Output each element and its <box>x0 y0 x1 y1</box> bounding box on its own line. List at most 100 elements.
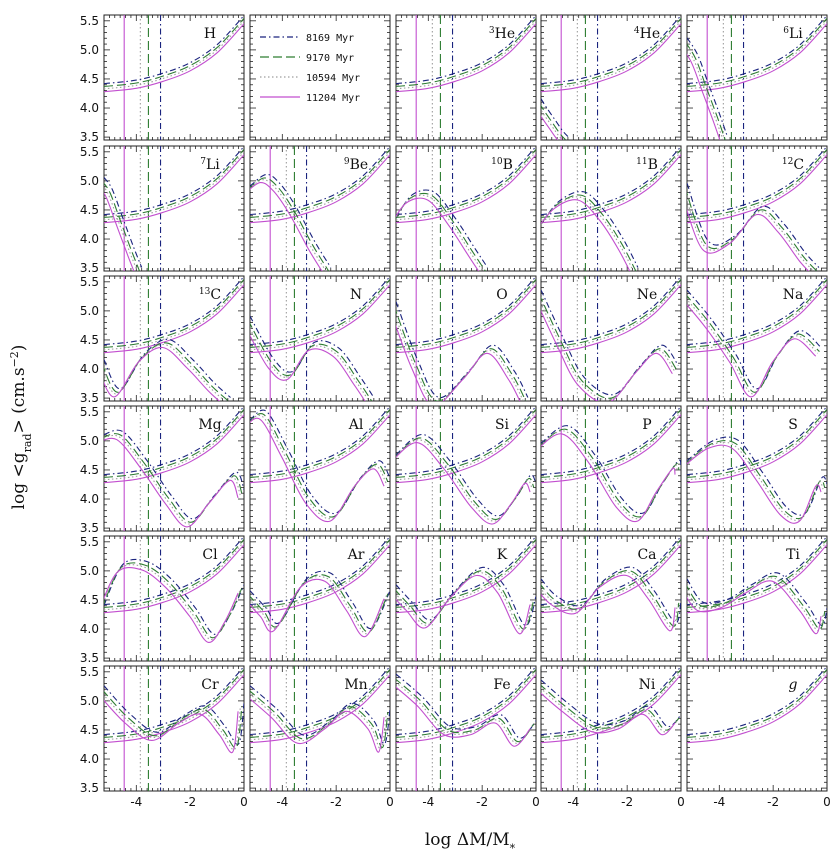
element-label: g <box>789 677 798 693</box>
gravity-curve <box>396 409 536 479</box>
gravity-curve <box>541 406 681 476</box>
y-tick-label: 5.5 <box>80 665 99 679</box>
panel-r2-c3: Ne <box>540 275 682 402</box>
isotope-number: 6 <box>783 26 789 36</box>
gravity-curve <box>396 279 536 349</box>
y-tick-label: 4.5 <box>80 333 99 347</box>
element-symbol: Li <box>789 26 803 42</box>
gravity-curve <box>541 541 681 611</box>
x-tick-label: -4 <box>130 795 142 809</box>
gravity-curve <box>250 281 390 351</box>
panel-curves <box>250 146 390 271</box>
y-tick-label: 5.0 <box>80 43 99 57</box>
gravity-curve <box>687 279 827 349</box>
element-symbol: O <box>496 287 507 303</box>
gravity-curve <box>396 539 536 609</box>
element-label: S <box>788 417 798 433</box>
gravity-curve <box>396 281 536 351</box>
legend-entry: 9170 Myr <box>306 53 354 64</box>
isotope-number: 7 <box>200 157 206 167</box>
gravity-curve <box>396 23 536 93</box>
grad-curve <box>104 182 141 271</box>
gravity-curve <box>396 146 536 216</box>
panel-curves <box>687 146 827 271</box>
gravity-curve <box>541 15 681 85</box>
grad-curve <box>250 315 375 398</box>
grad-curve <box>250 693 387 750</box>
grad-curve <box>687 575 826 630</box>
grad-curve <box>687 572 827 627</box>
panel-r0-c2: 3He <box>395 14 537 141</box>
x-tick-label: -2 <box>621 795 633 809</box>
element-label: Ni <box>639 677 656 693</box>
grad-curve <box>250 698 385 753</box>
y-tick-label: 5.5 <box>80 405 99 419</box>
grad-curve <box>687 580 822 635</box>
y-tick-label: 5.0 <box>80 434 99 448</box>
gravity-curve <box>396 671 536 741</box>
grad-curve <box>250 334 366 401</box>
grad-curve <box>541 425 681 515</box>
y-tick-label: 4.5 <box>80 463 99 477</box>
panel-curves <box>104 276 244 401</box>
gravity-curve <box>541 544 681 614</box>
panel-curves <box>396 15 536 140</box>
gravity-curve <box>104 539 244 609</box>
grad-curve <box>687 298 819 395</box>
panel-r3-c0: 3.5 4.0 4.5 5.0 5.5 Mg <box>80 405 245 535</box>
y-tick-label: 4.5 <box>80 593 99 607</box>
gravity-curve <box>396 414 536 484</box>
gravity-curve <box>250 541 390 611</box>
y-axis-label-sup: −2 <box>8 351 21 367</box>
element-label: 6Li <box>783 26 803 42</box>
gravity-curve <box>687 539 827 609</box>
gravity-curve <box>541 674 681 744</box>
gravity-curve <box>104 411 244 481</box>
gravity-curve <box>687 414 827 484</box>
y-tick-label: 4.0 <box>80 232 99 246</box>
isotope-number: 3 <box>489 26 495 36</box>
grad-curve <box>250 574 389 633</box>
element-symbol: Ca <box>637 547 656 563</box>
x-tick-label: 0 <box>823 795 831 809</box>
grad-curve <box>104 437 239 528</box>
panel-curves <box>687 536 827 661</box>
grad-curve <box>541 679 681 728</box>
panel-curves <box>687 15 827 140</box>
gravity-curve <box>250 406 390 476</box>
x-axis-label-sub: * <box>510 842 516 854</box>
panel-grid: 3.54.04.55.05.5H 3He 4He 6Li3.54.04.55.05.5… <box>80 14 831 809</box>
gravity-curve <box>541 20 681 90</box>
gravity-curve <box>104 154 244 224</box>
isotope-number: 13 <box>199 287 211 297</box>
element-label: Al <box>348 417 364 433</box>
grad-curve <box>687 43 726 140</box>
element-label: Mn <box>344 677 367 693</box>
panel-curves <box>250 666 390 791</box>
grad-curve <box>104 433 243 523</box>
panel-curves <box>687 406 827 531</box>
gravity-curve <box>396 411 536 481</box>
gravity-curve <box>396 536 536 606</box>
x-tick-label: -2 <box>184 795 196 809</box>
element-symbol: Fe <box>493 677 510 693</box>
panel-curves <box>104 666 244 791</box>
panel-r3-c4: S <box>686 405 828 532</box>
x-tick-label: 0 <box>677 795 685 809</box>
element-symbol: B <box>648 157 658 173</box>
panel-r1-c4: 12C <box>686 145 828 272</box>
gravity-curve <box>250 154 390 224</box>
panel-r1-c2: 10B <box>395 145 537 272</box>
gravity-curve <box>104 406 244 476</box>
panel-curves <box>104 15 244 140</box>
gravity-curve <box>687 20 827 90</box>
grad-curve <box>687 53 721 140</box>
gravity-curve <box>104 284 244 354</box>
gravity-curve <box>541 281 681 351</box>
gravity-curve <box>250 539 390 609</box>
element-symbol: Be <box>350 157 369 173</box>
element-symbol: H <box>204 26 216 42</box>
grad-curve <box>541 566 681 624</box>
element-symbol: Cr <box>201 677 219 693</box>
gravity-curve <box>250 671 390 741</box>
